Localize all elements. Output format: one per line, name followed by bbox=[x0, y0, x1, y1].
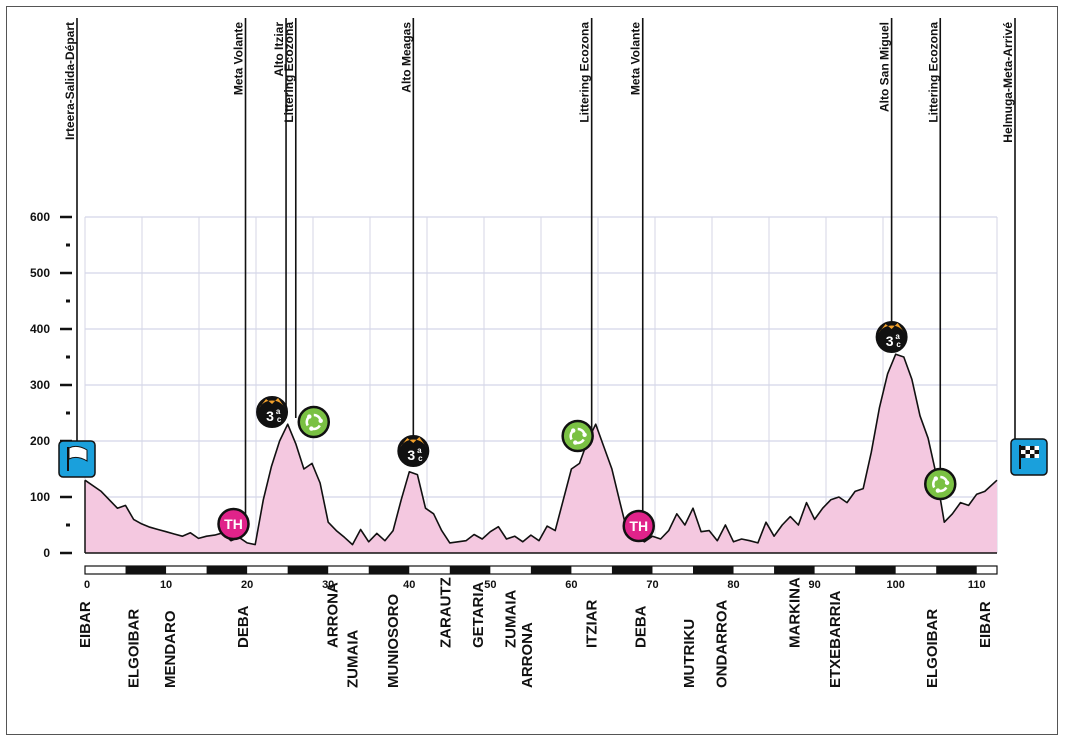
place-name: ARRONA bbox=[519, 622, 536, 688]
place-name: ELGOIBAR bbox=[924, 609, 941, 688]
place-name: MARKINA bbox=[786, 577, 803, 648]
mountain-badge-sub: c bbox=[277, 415, 282, 424]
place-name: ZARAUTZ bbox=[438, 577, 455, 648]
elevation-line bbox=[84, 353, 998, 546]
marker-label: Irteera-Salida-Départ bbox=[63, 22, 77, 140]
y-minor-tick bbox=[66, 411, 70, 415]
place-name: ETXEBARRIA bbox=[827, 590, 844, 688]
x-tick-label: 110 bbox=[968, 579, 986, 591]
mountain-badge-text: 3 bbox=[407, 447, 415, 463]
mountain-badge-sup: a bbox=[276, 407, 281, 416]
mountain-badge-sup: a bbox=[417, 446, 422, 455]
place-name: ZUMAIA bbox=[345, 630, 362, 688]
recycle-icon bbox=[924, 467, 957, 501]
x-tick-label: 80 bbox=[727, 579, 739, 591]
x-tick-label: 50 bbox=[484, 579, 496, 591]
recycle-icon bbox=[561, 419, 594, 453]
x-tick-label: 30 bbox=[322, 579, 334, 591]
distance-bar-segment bbox=[368, 566, 410, 574]
place-name: ELGOIBAR bbox=[126, 609, 143, 688]
x-tick-label: 60 bbox=[565, 579, 577, 591]
marker-label: Littering Ecozona bbox=[578, 22, 592, 123]
mountain-3c-icon: 3 ac bbox=[256, 396, 289, 428]
marker-label: Meta Volante bbox=[232, 22, 246, 95]
marker-label: Littering Ecozona bbox=[926, 22, 940, 123]
distance-bar-segment bbox=[693, 566, 734, 574]
place-name: MUTRIKU bbox=[681, 619, 698, 688]
th-sprint-icon: TH bbox=[217, 507, 250, 541]
grid-lines bbox=[84, 216, 998, 554]
place-name: DEBA bbox=[632, 605, 649, 648]
sprint-badge-text: TH bbox=[629, 518, 648, 534]
mountain-badge-text: 3 bbox=[266, 408, 274, 424]
th-sprint-icon: TH bbox=[622, 509, 655, 543]
elevation-area bbox=[85, 354, 997, 553]
marker-label: Alto Itziar bbox=[272, 22, 286, 77]
mountain-badge-sup: a bbox=[895, 332, 900, 341]
distance-bar-segment bbox=[774, 566, 815, 574]
x-tick-label: 40 bbox=[403, 579, 415, 591]
distance-bar-segment bbox=[611, 566, 653, 574]
x-tick-label: 0 bbox=[84, 579, 90, 591]
place-name: ONDARROA bbox=[713, 600, 730, 688]
mountain-3c-icon: 3 ac bbox=[397, 435, 430, 467]
mountain-3c-icon: 3 ac bbox=[875, 321, 908, 353]
marker-label: Alto San Miguel bbox=[878, 22, 892, 112]
mountain-badge-text: 3 bbox=[886, 333, 894, 349]
y-minor-tick bbox=[66, 299, 70, 303]
start-flag-icon bbox=[58, 440, 96, 478]
y-minor-tick bbox=[66, 243, 70, 247]
distance-bar-segment bbox=[855, 566, 896, 574]
mountain-badge-sub: c bbox=[418, 454, 423, 463]
place-name: MUNIOSORO bbox=[385, 594, 402, 689]
x-tick-label: 90 bbox=[808, 579, 820, 591]
place-name: ARRONA bbox=[324, 582, 341, 648]
marker-label: Meta Volante bbox=[629, 22, 643, 95]
x-tick-label: 70 bbox=[646, 579, 658, 591]
y-tick-label: 500 bbox=[30, 266, 50, 280]
distance-bar-segment bbox=[206, 566, 248, 574]
marker-label: Littering Ecozona bbox=[282, 22, 296, 123]
distance-bar-segment bbox=[936, 566, 977, 574]
mountain-badge-sub: c bbox=[896, 340, 901, 349]
place-name: EIBAR bbox=[977, 601, 994, 648]
distance-bar-segment bbox=[449, 566, 491, 574]
place-name: DEBA bbox=[235, 605, 252, 648]
distance-bar-segment bbox=[125, 566, 167, 574]
finish-flag-icon bbox=[1010, 438, 1048, 476]
place-name: ZUMAIA bbox=[503, 590, 520, 648]
chart-frame bbox=[6, 6, 1058, 735]
y-tick-label: 300 bbox=[30, 378, 50, 392]
y-tick-label: 400 bbox=[30, 322, 50, 336]
x-tick-label: 10 bbox=[160, 579, 172, 591]
place-name: ITZIAR bbox=[584, 600, 601, 648]
y-tick-label: 200 bbox=[30, 434, 50, 448]
place-name: MENDARO bbox=[162, 610, 179, 688]
y-minor-tick bbox=[66, 523, 70, 527]
y-minor-tick bbox=[66, 355, 70, 359]
place-name: EIBAR bbox=[77, 601, 94, 648]
y-tick-label: 0 bbox=[43, 546, 50, 560]
x-tick-label: 100 bbox=[886, 579, 904, 591]
recycle-icon bbox=[297, 405, 331, 439]
y-tick-label: 600 bbox=[30, 210, 50, 224]
distance-bar-segment bbox=[530, 566, 572, 574]
x-tick-label: 20 bbox=[241, 579, 253, 591]
marker-label: Helmuga-Meta-Arrivé bbox=[1001, 22, 1015, 143]
marker-label: Alto Meagas bbox=[399, 22, 413, 93]
sprint-badge-text: TH bbox=[224, 516, 243, 532]
distance-bar-segment bbox=[287, 566, 329, 574]
place-name: GETARIA bbox=[470, 581, 487, 648]
y-tick-label: 100 bbox=[30, 490, 50, 504]
